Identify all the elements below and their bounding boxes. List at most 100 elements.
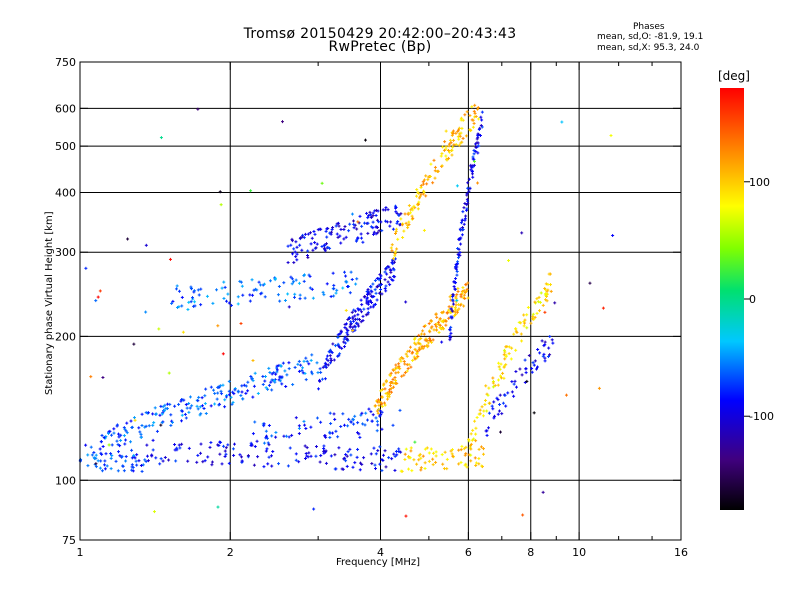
data-point — [309, 425, 313, 429]
data-point — [364, 411, 368, 415]
data-point — [369, 285, 373, 289]
data-point — [419, 468, 423, 472]
data-point — [375, 298, 379, 302]
data-point — [412, 458, 416, 462]
data-point — [476, 106, 480, 110]
data-point — [425, 446, 429, 450]
data-point — [291, 383, 295, 387]
data-point — [309, 242, 313, 246]
data-point — [335, 232, 339, 236]
data-point — [160, 412, 164, 416]
data-point — [452, 138, 456, 142]
data-point — [102, 435, 106, 439]
data-point — [450, 309, 454, 313]
data-point — [223, 398, 227, 402]
data-point — [274, 430, 278, 434]
data-point — [469, 459, 473, 463]
data-point — [546, 355, 550, 359]
data-point — [503, 357, 507, 361]
data-point — [227, 301, 231, 305]
data-point — [322, 293, 326, 297]
data-point — [395, 382, 399, 386]
data-point — [277, 284, 281, 288]
data-point — [338, 332, 342, 336]
data-point — [421, 180, 425, 184]
data-point — [345, 337, 349, 341]
data-point — [523, 380, 527, 384]
data-point — [492, 416, 496, 420]
data-point — [257, 280, 261, 284]
data-point — [472, 163, 476, 167]
data-point — [384, 391, 388, 395]
data-point — [461, 228, 465, 232]
data-point — [470, 105, 474, 109]
data-point — [411, 216, 415, 220]
data-point — [543, 359, 547, 363]
data-point — [280, 382, 284, 386]
data-point — [376, 423, 380, 427]
data-point — [210, 463, 214, 467]
data-point — [366, 221, 370, 225]
data-point — [546, 288, 550, 292]
data-point — [370, 419, 374, 423]
data-point — [238, 453, 242, 457]
data-point — [252, 463, 256, 467]
data-point — [538, 309, 542, 313]
data-point — [408, 456, 412, 460]
data-point — [395, 247, 399, 251]
data-point — [306, 455, 310, 459]
data-point — [533, 300, 537, 304]
data-point — [353, 223, 357, 227]
data-point — [377, 407, 381, 411]
data-point — [414, 342, 418, 346]
data-point — [374, 467, 378, 471]
data-point — [447, 144, 451, 148]
data-point — [248, 299, 252, 303]
data-point — [395, 453, 399, 457]
data-point — [416, 354, 420, 358]
data-point — [548, 353, 552, 357]
data-point — [461, 226, 465, 230]
data-point — [454, 131, 458, 135]
data-point — [392, 385, 396, 389]
data-point — [449, 325, 453, 329]
data-point — [99, 459, 103, 463]
data-point — [500, 412, 504, 416]
data-point — [454, 303, 458, 307]
data-point — [457, 137, 461, 141]
data-point — [471, 428, 475, 432]
data-point — [365, 296, 369, 300]
data-point — [452, 285, 456, 289]
data-point — [374, 452, 378, 456]
data-point — [99, 440, 103, 444]
data-point — [199, 303, 203, 307]
data-point — [374, 225, 378, 229]
data-point — [485, 429, 489, 433]
data-point — [269, 380, 273, 384]
data-point — [94, 456, 98, 460]
data-point — [297, 426, 301, 430]
data-point — [450, 148, 454, 152]
data-point — [204, 412, 208, 416]
data-point — [359, 320, 363, 324]
data-point — [158, 462, 162, 466]
data-point — [370, 215, 374, 219]
data-point — [409, 365, 413, 369]
data-point — [429, 338, 433, 342]
data-point — [132, 416, 136, 420]
data-point — [411, 358, 415, 362]
data-point — [118, 454, 122, 458]
data-point — [472, 437, 476, 441]
data-point — [328, 350, 332, 354]
data-point — [152, 421, 156, 425]
data-point — [103, 459, 107, 463]
data-point — [417, 333, 421, 337]
data-point — [297, 359, 301, 363]
data-point — [333, 467, 337, 471]
data-point — [400, 374, 404, 378]
data-point — [417, 454, 421, 458]
data-point — [325, 354, 329, 358]
data-point — [425, 345, 429, 349]
data-point — [84, 443, 88, 447]
data-point — [336, 235, 340, 239]
